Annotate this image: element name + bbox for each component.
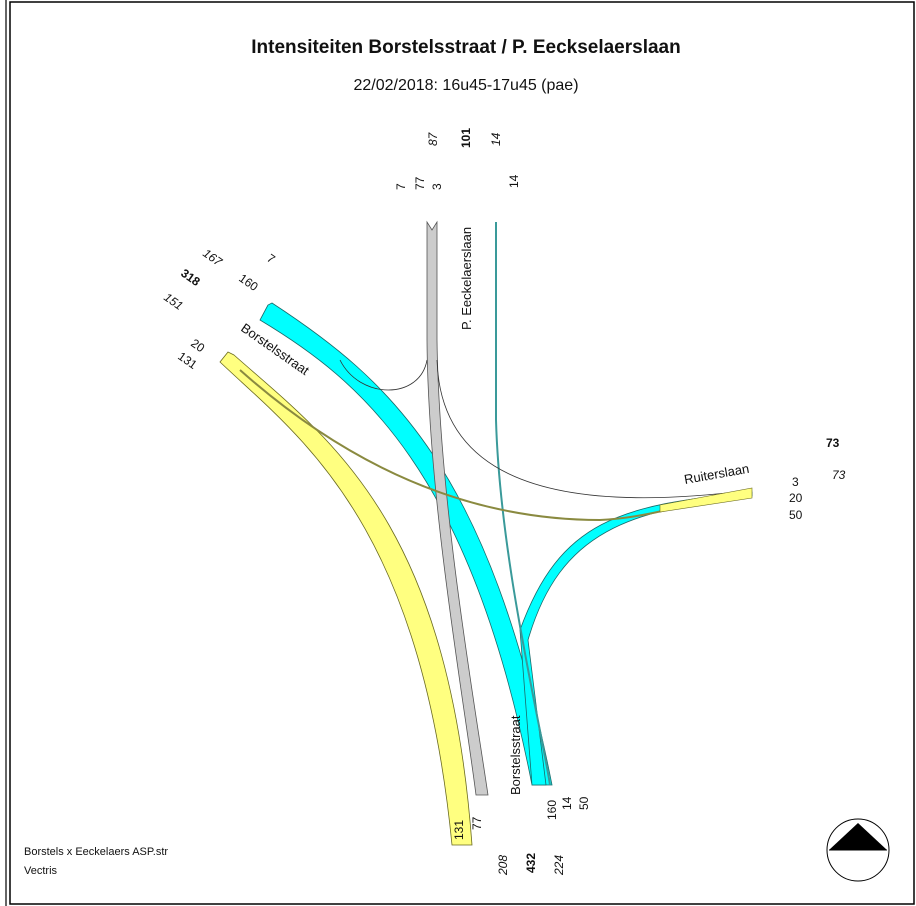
- south-out-total: 208: [496, 855, 510, 876]
- flow-thin-north-east: [436, 359, 753, 499]
- north-in-turn-1: 7: [394, 183, 408, 190]
- east-in-turn-1: 3: [792, 475, 799, 489]
- south-in-right-3: 50: [577, 796, 591, 810]
- flow-gray-north-south: [426, 220, 489, 796]
- north-in-total: 87: [426, 131, 440, 146]
- south-total: 432: [524, 853, 538, 873]
- footer-file: Borstels x Eeckelaers ASP.str: [24, 846, 168, 858]
- flow-teal-north: [495, 222, 551, 786]
- north-out-flow: 14: [507, 174, 521, 188]
- flow-thin-north-nw: [339, 359, 428, 391]
- nw-in-turn-lower-1: 20: [188, 336, 207, 355]
- street-north: P. Eeckelaerslaan: [459, 227, 474, 330]
- nw-out-total: 151: [161, 290, 185, 313]
- page-subtitle: 22/02/2018: 16u45-17u45 (pae): [353, 77, 578, 94]
- south-in-total: 224: [552, 855, 566, 876]
- footer-company: Vectris: [24, 865, 58, 877]
- east-in-turn-3: 50: [789, 508, 803, 522]
- north-in-turn-2: 77: [413, 176, 427, 190]
- south-in-left-2: 77: [470, 816, 484, 830]
- flow-cyan-east-south: [519, 491, 753, 786]
- nw-in-turn-upper-1: 7: [264, 251, 278, 266]
- east-arm-stub: [659, 487, 753, 513]
- street-south: Borstelsstraat: [508, 715, 523, 795]
- nw-in-turn-upper-2: 160: [236, 271, 261, 294]
- east-in-turn-2: 20: [789, 491, 803, 505]
- frame-border: [9, 1, 915, 905]
- south-in-right-2: 14: [560, 796, 574, 810]
- north-total: 101: [459, 128, 473, 148]
- flow-yellow-nw-south: [219, 351, 473, 846]
- east-total: 73: [826, 436, 840, 450]
- nw-in-total: 167: [200, 246, 226, 270]
- south-in-right-1: 160: [545, 800, 559, 820]
- north-out-total: 14: [489, 132, 503, 146]
- page-title: Intensiteiten Borstelsstraat / P. Eeckse…: [251, 37, 680, 58]
- north-in-turn-3: 3: [430, 183, 444, 190]
- south-in-left-1: 131: [452, 820, 466, 840]
- nw-total: 318: [178, 266, 203, 289]
- east-out-total: 73: [832, 468, 846, 482]
- north-arrow-icon: [826, 818, 890, 882]
- street-east: Ruiterslaan: [683, 461, 750, 487]
